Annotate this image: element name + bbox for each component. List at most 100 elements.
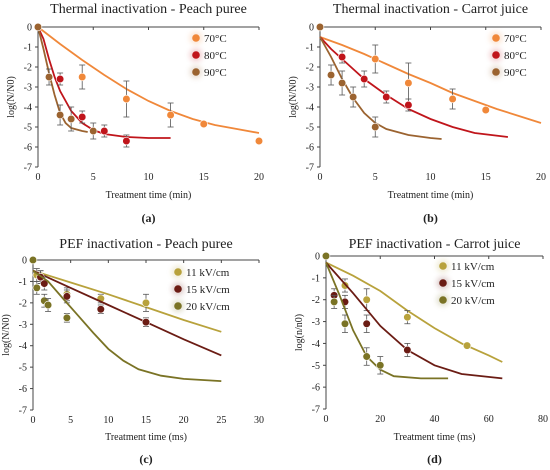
- y-tick-label: 0: [22, 256, 27, 267]
- data-point: [448, 94, 457, 104]
- y-tick-label: -6: [312, 383, 320, 394]
- y-tick-label: -2: [306, 63, 314, 74]
- x-tick-label: 10: [103, 415, 113, 426]
- panel-d: PEF inactivation - Carrot juice 0 20 40 60 80…: [294, 237, 548, 466]
- fit-line: [37, 26, 260, 134]
- y-tick-label: -3: [312, 317, 320, 328]
- y-tick-label: -4: [24, 103, 32, 114]
- legend-marker: [174, 268, 182, 276]
- data-point: [404, 78, 413, 88]
- y-tick-label: -2: [312, 295, 320, 306]
- data-point: [55, 110, 65, 120]
- x-tick-label: 0: [36, 172, 41, 183]
- legend-label: 70°C: [504, 33, 527, 45]
- y-tick-label: -1: [312, 273, 320, 284]
- x-axis-label: Treatment time (min): [388, 190, 474, 201]
- legend-marker: [174, 302, 182, 310]
- x-tick-label: 10: [144, 172, 154, 183]
- y-tick-label: -6: [19, 384, 27, 395]
- series: [33, 22, 98, 140]
- y-tick-label: -5: [19, 363, 27, 374]
- data-point: [462, 341, 472, 350]
- data-point: [96, 305, 105, 314]
- data-point: [122, 94, 131, 104]
- legend-label: 90°C: [504, 67, 527, 79]
- data-point: [33, 22, 43, 32]
- y-tick-label: -1: [24, 43, 32, 54]
- legend-label: 11 kV/cm: [186, 267, 230, 279]
- chart-title: Thermal inactivation - Carrot juice: [333, 2, 528, 17]
- chart-title: PEF inactivation - Carrot juice: [349, 237, 521, 252]
- y-tick-label: -6: [306, 143, 314, 154]
- data-point: [122, 136, 131, 146]
- x-tick-label: 60: [484, 414, 494, 425]
- x-tick-label: 0: [31, 415, 36, 426]
- data-point: [481, 105, 490, 115]
- chart-title: PEF inactivation - Peach puree: [59, 237, 232, 252]
- legend-label: 20 kV/cm: [451, 295, 495, 307]
- x-tick-label: 15: [481, 172, 491, 183]
- legend-label: 20 kV/cm: [186, 301, 230, 313]
- data-point: [44, 72, 54, 82]
- data-point: [371, 54, 380, 64]
- legend-marker: [439, 279, 447, 287]
- x-tick-label: 0: [318, 172, 323, 183]
- series: [28, 255, 222, 382]
- y-axis-label: log(N/N0): [6, 76, 17, 118]
- legend-label: 90°C: [204, 67, 227, 79]
- data-point: [62, 313, 72, 322]
- y-tick-label: -5: [312, 361, 320, 372]
- legend-marker: [174, 285, 182, 293]
- data-point: [382, 92, 391, 102]
- y-tick-label: -1: [306, 43, 314, 54]
- data-point: [403, 313, 412, 322]
- panel-b: Thermal inactivation - Carrot juice 0 5 10 1…: [288, 2, 546, 225]
- data-point: [28, 255, 38, 265]
- y-tick-label: -7: [24, 163, 32, 174]
- x-tick-label: 10: [426, 172, 436, 183]
- data-point: [89, 126, 98, 136]
- y-tick-label: -7: [19, 406, 27, 417]
- legend-label: 15 kV/cm: [186, 284, 230, 296]
- data-point: [199, 119, 208, 129]
- data-point: [340, 319, 350, 328]
- data-point: [254, 136, 264, 146]
- y-tick-label: -4: [19, 341, 27, 352]
- x-tick-label: 80: [538, 414, 548, 425]
- series: [28, 255, 222, 357]
- data-point: [362, 295, 371, 304]
- x-tick-label: 25: [216, 415, 226, 426]
- data-point: [360, 74, 369, 84]
- y-tick-label: 0: [309, 23, 314, 34]
- data-point: [67, 114, 76, 124]
- x-tick-label: 15: [141, 415, 151, 426]
- y-axis-label: log(N/N0): [288, 76, 299, 118]
- legend-label: 80°C: [504, 50, 527, 62]
- data-point: [100, 126, 109, 136]
- legend-label: 80°C: [204, 50, 227, 62]
- x-tick-label: 5: [68, 415, 73, 426]
- data-point: [338, 78, 347, 88]
- y-tick-label: -1: [19, 277, 27, 288]
- legend-label: 70°C: [204, 33, 227, 45]
- legend-marker: [492, 34, 500, 42]
- data-point: [78, 112, 87, 122]
- series: [33, 22, 171, 148]
- y-tick-label: -4: [312, 339, 320, 350]
- legend-label: 15 kV/cm: [451, 278, 495, 290]
- y-tick-label: -4: [306, 103, 314, 114]
- data-point: [338, 52, 347, 62]
- y-tick-label: 0: [315, 252, 320, 263]
- data-point: [349, 92, 358, 102]
- y-tick-label: -3: [24, 83, 32, 94]
- chart-title: Thermal inactivation - Peach puree: [50, 2, 247, 17]
- fit-line: [32, 269, 222, 333]
- y-tick-label: -2: [24, 63, 32, 74]
- data-point: [330, 297, 339, 307]
- panel-a: Thermal inactivation - Peach puree 0 5 10 15…: [6, 2, 264, 225]
- x-tick-label: 30: [254, 415, 264, 426]
- y-tick-label: -3: [19, 320, 27, 331]
- data-point: [141, 298, 151, 307]
- data-point: [55, 74, 65, 84]
